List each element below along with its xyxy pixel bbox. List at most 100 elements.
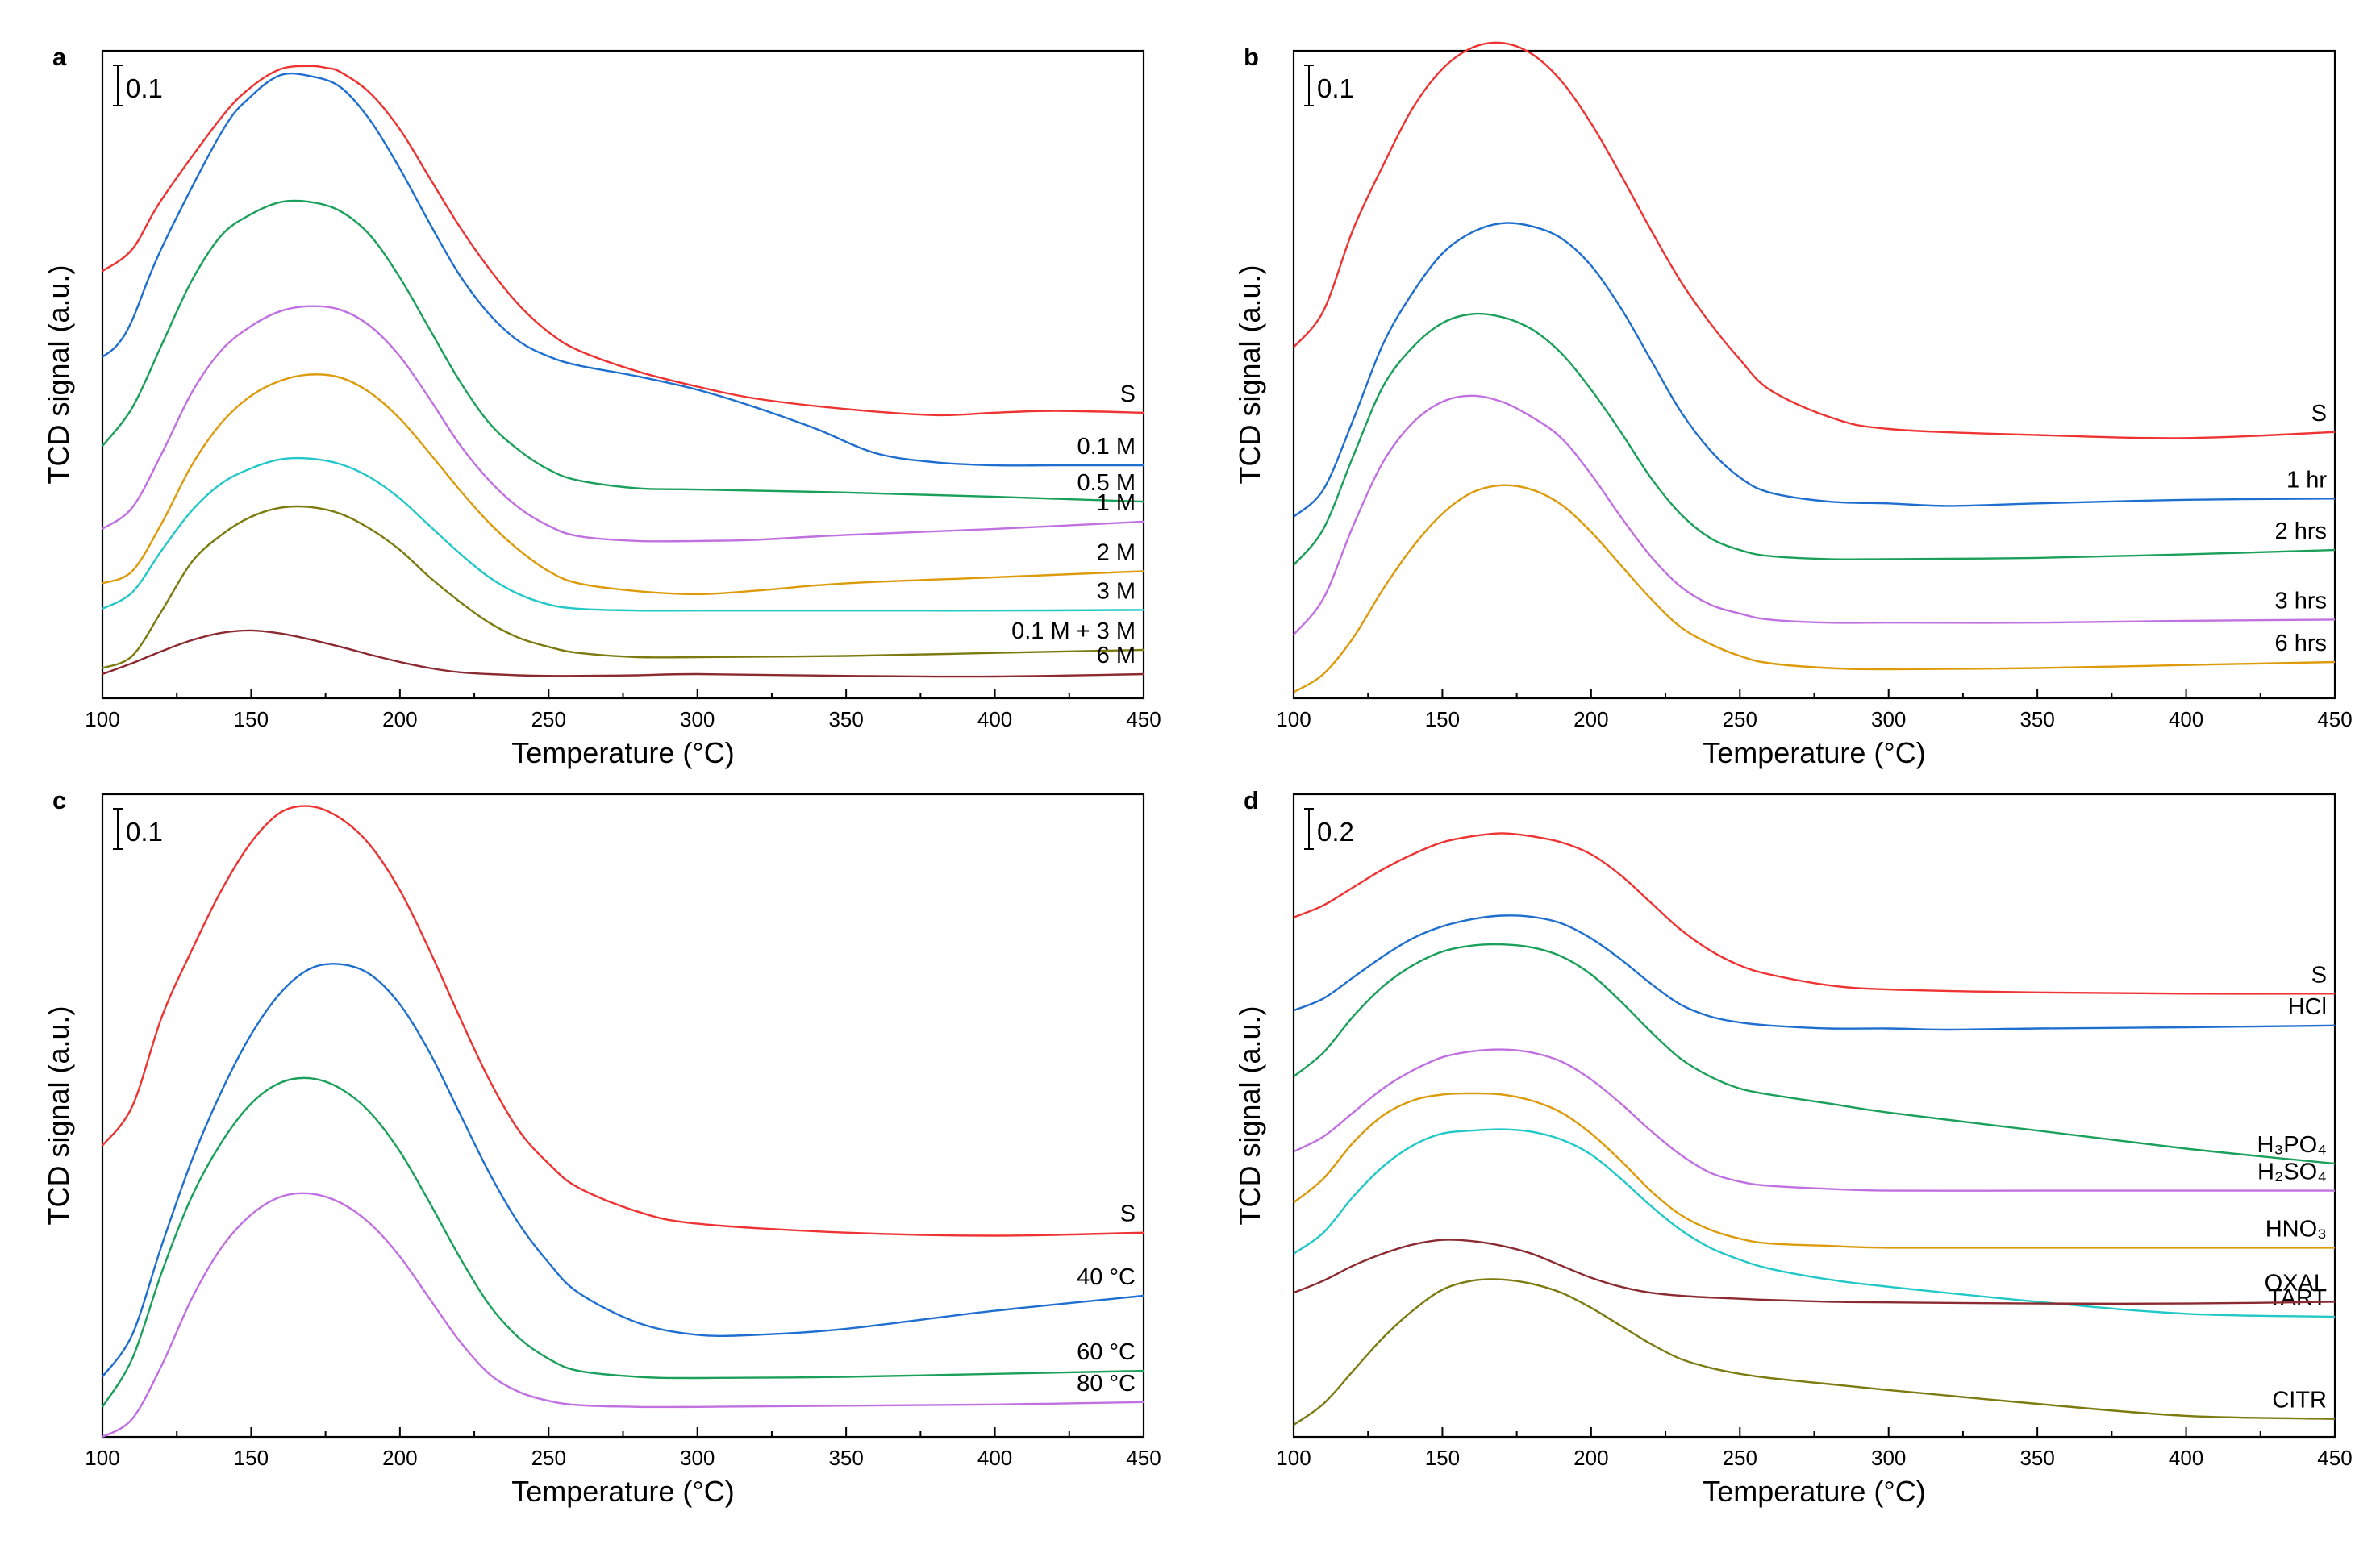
x-tick-label: 100	[1276, 1446, 1311, 1470]
series-label: S	[2311, 962, 2327, 988]
x-tick-label: 300	[680, 1446, 715, 1470]
series-label: 3 hrs	[2275, 588, 2327, 614]
x-tick-label: 250	[531, 707, 566, 731]
y-axis-title: TCD signal (a.u.)	[1233, 1005, 1266, 1225]
x-tick-label: 200	[1573, 1446, 1608, 1470]
panel-c: c 100 150 200 250 300 350 400 450 Temperature (°C…	[42, 786, 1161, 1508]
x-tick-label: 250	[1723, 1446, 1757, 1470]
series-line-3-hrs	[1293, 394, 2336, 635]
series-label: 6 hrs	[2275, 631, 2327, 656]
x-axis-title: Temperature (°C)	[1703, 1475, 1925, 1508]
series-line-s	[102, 805, 1144, 1237]
series-line-2-hrs	[1293, 312, 2336, 566]
series-label: 0.5 M	[1077, 470, 1136, 496]
y-axis-title: TCD signal (a.u.)	[42, 264, 75, 484]
series-label: H₃PO₄	[2257, 1132, 2328, 1158]
series-line-6-hrs	[1293, 484, 2336, 693]
panel-a: a 100 150 200 250 300 350 400 450 Temperature (°C…	[42, 43, 1161, 769]
series-label: H₂SO₄	[2257, 1160, 2327, 1185]
x-tick-label: 450	[1126, 707, 1161, 731]
plot-frame	[1292, 49, 2336, 700]
series-label: 2 M	[1097, 539, 1136, 565]
panel-letter: c	[52, 786, 66, 814]
x-tick-label: 400	[2169, 707, 2203, 731]
x-axis-title: Temperature (°C)	[511, 1475, 734, 1508]
scale-bar-label: 0.1	[126, 73, 163, 103]
series-label: 1 hr	[2286, 467, 2327, 493]
series-line-0-1-m-3-m	[102, 505, 1144, 669]
panel-letter: a	[52, 43, 67, 71]
series-line-hcl	[1293, 914, 2336, 1031]
x-tick-label: 300	[680, 707, 715, 731]
x-tick-label: 350	[828, 1446, 863, 1470]
series-line-0-5-m	[102, 199, 1144, 503]
x-tick-label: 400	[977, 707, 1012, 731]
y-axis-title: TCD signal (a.u.)	[1233, 264, 1266, 484]
series-line-tart	[1293, 1128, 2336, 1318]
series-label: TART	[2268, 1285, 2327, 1311]
x-tick-label: 350	[828, 707, 863, 731]
series-line-6-m	[102, 629, 1144, 678]
series-line-80-c	[102, 1192, 1144, 1439]
scale-bar-label: 0.2	[1317, 817, 1354, 847]
series-line-3-m	[102, 456, 1144, 612]
panel-letter: d	[1244, 786, 1259, 814]
series-label: S	[1120, 381, 1136, 407]
panel-d: d 100 150 200 250 300 350 400 450 Temperature (°C…	[1233, 786, 2353, 1508]
x-tick-label: 400	[2169, 1446, 2203, 1470]
series-label: HNO₃	[2265, 1216, 2327, 1242]
series-label: 0.1 M + 3 M	[1011, 618, 1136, 644]
series-line-s	[1293, 832, 2336, 995]
series-label: S	[2311, 401, 2327, 427]
x-axis-title: Temperature (°C)	[511, 736, 734, 769]
series-line-hno3	[1293, 1092, 2335, 1249]
x-tick-label: 250	[1723, 707, 1757, 731]
series-line-40-c	[102, 963, 1144, 1378]
x-axis-title: Temperature (°C)	[1703, 736, 1925, 769]
scale-bar-label: 0.1	[1317, 73, 1354, 103]
scale-bar-label: 0.1	[126, 817, 163, 847]
plot-frame	[1292, 793, 2336, 1439]
x-tick-label: 300	[1871, 707, 1906, 731]
x-tick-label: 400	[977, 1446, 1012, 1470]
series-line-0-1-m	[102, 72, 1144, 467]
panel-b: b 100 150 200 250 300 350 400 450 Temperature (°C…	[1233, 41, 2353, 769]
x-tick-label: 450	[2317, 1446, 2352, 1470]
series-label: 2 hrs	[2275, 518, 2327, 544]
series-label: S	[1120, 1201, 1136, 1227]
x-tick-label: 200	[382, 1446, 417, 1470]
x-tick-label: 350	[2019, 707, 2054, 731]
series-line-s	[1293, 41, 2336, 439]
series-label: 40 °C	[1077, 1264, 1136, 1290]
series-label: 0.1 M	[1077, 434, 1136, 460]
x-tick-label: 300	[1871, 1446, 1906, 1470]
x-tick-label: 150	[1425, 707, 1460, 731]
series-label: 6 M	[1097, 643, 1136, 668]
x-tick-label: 450	[1126, 1446, 1161, 1470]
x-tick-label: 250	[531, 1446, 566, 1470]
series-line-1-hr	[1293, 222, 2336, 518]
series-line-s	[102, 65, 1144, 417]
panel-letter: b	[1244, 43, 1259, 71]
x-tick-label: 150	[234, 707, 269, 731]
series-label: 1 M	[1097, 490, 1136, 516]
x-tick-label: 150	[234, 1446, 269, 1470]
x-tick-label: 450	[2317, 707, 2352, 731]
series-label: 3 M	[1097, 578, 1136, 604]
series-line-60-c	[101, 1076, 1144, 1408]
x-tick-label: 150	[1425, 1446, 1460, 1470]
y-axis-title: TCD signal (a.u.)	[42, 1005, 75, 1225]
plot-frame	[101, 793, 1145, 1439]
series-line-2-m	[102, 373, 1144, 596]
series-line-citr	[1293, 1278, 2336, 1426]
x-tick-label: 200	[382, 707, 417, 731]
series-label: 60 °C	[1077, 1339, 1136, 1365]
x-tick-label: 350	[2019, 1446, 2054, 1470]
series-label: OXAL	[2265, 1270, 2327, 1296]
series-line-h3po4	[1293, 943, 2336, 1165]
x-tick-label: 100	[85, 707, 119, 731]
series-label: HCl	[2288, 994, 2327, 1020]
series-line-h2so4	[1293, 1048, 2335, 1192]
x-tick-label: 100	[85, 1446, 119, 1470]
